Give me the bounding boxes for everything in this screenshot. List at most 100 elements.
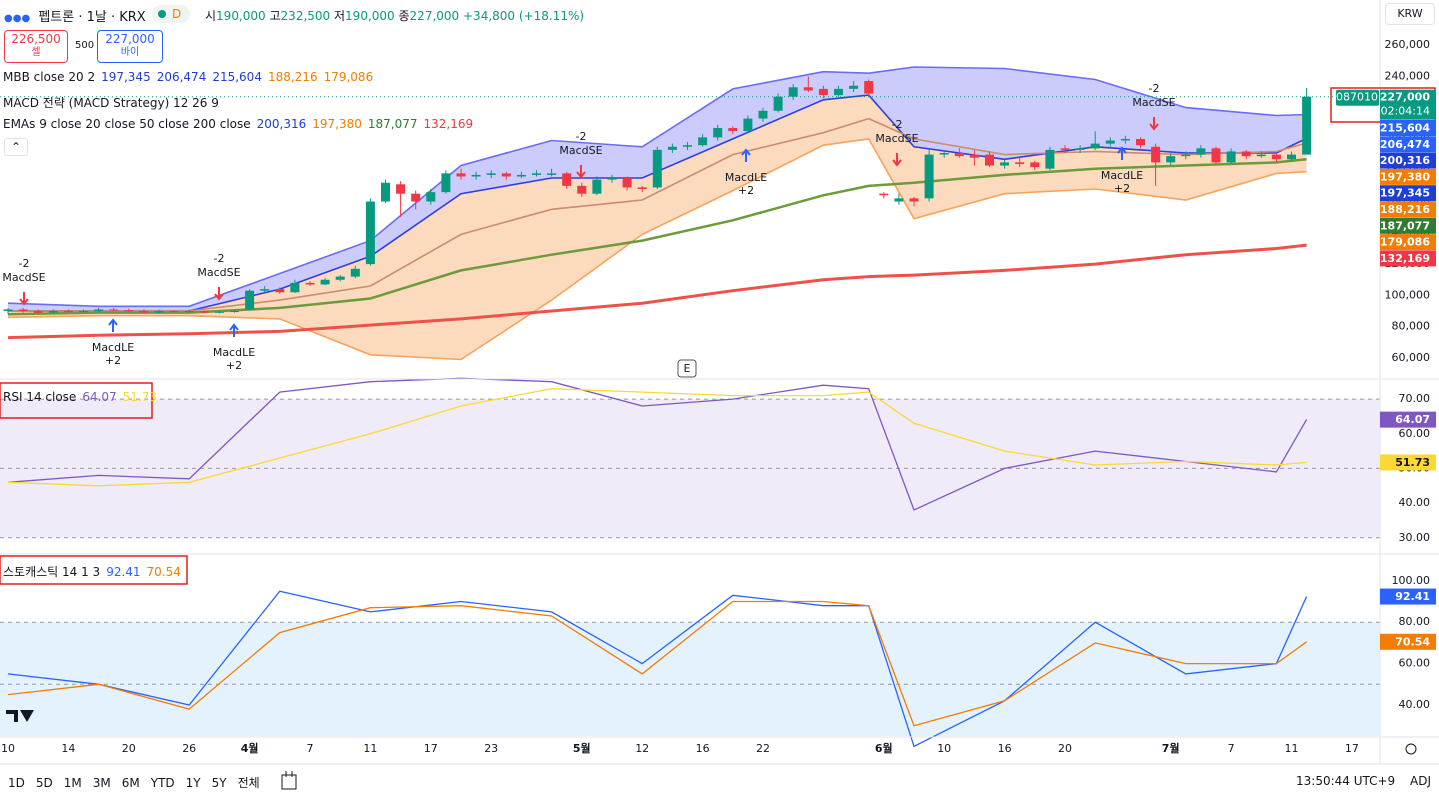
candle-body xyxy=(94,309,104,312)
candle-body xyxy=(969,154,979,158)
price-badge-label: 132,169 xyxy=(1380,252,1430,265)
price-badge xyxy=(1380,120,1436,136)
panes: -2MacdSEMacdLE+2-2MacdSEMacdLE+2-2MacdSE… xyxy=(0,66,1380,748)
y-tick-label: 60.00 xyxy=(1399,427,1431,440)
y-tick-label: 70.00 xyxy=(1399,392,1431,405)
signal-label: MacdSE xyxy=(875,132,918,145)
signal-label: MacdSE xyxy=(1132,96,1175,109)
candle-body xyxy=(3,309,13,312)
candle-body xyxy=(1060,148,1070,150)
legend-value: 51.73 xyxy=(122,390,158,404)
legend-value: 70.54 xyxy=(146,565,181,579)
range-button[interactable]: 5D xyxy=(35,776,53,790)
indicator-line xyxy=(7,243,1307,340)
range-button[interactable]: 5Y xyxy=(211,776,227,790)
candle-body xyxy=(169,311,179,313)
range-button[interactable]: 1Y xyxy=(185,776,201,790)
signal-qty: +2 xyxy=(226,359,242,372)
x-tick-label: 16 xyxy=(998,742,1012,755)
signal-label: MacdLE xyxy=(725,171,767,184)
last-code-badge xyxy=(1336,89,1379,106)
x-tick-label: 7 xyxy=(307,742,314,755)
candle-body xyxy=(758,110,768,119)
lower-band-fill xyxy=(8,95,1307,360)
legend-value: 92.41 xyxy=(106,565,141,579)
range-button[interactable]: 1D xyxy=(8,776,25,790)
candle-body xyxy=(743,118,753,132)
indicator-name: MACD 전략 (MACD Strategy) 12 26 9 xyxy=(3,95,219,110)
ohlc: 시190,000 고232,500 저190,000 종227,000 +34,… xyxy=(205,7,584,24)
y-tick-label: 40.00 xyxy=(1399,698,1431,711)
y-tick-label: 60,000 xyxy=(1392,351,1431,364)
candle-body xyxy=(290,282,300,293)
indicator-value: 197,345 xyxy=(101,70,151,84)
candle-body xyxy=(154,311,164,313)
adj-button[interactable]: ADJ xyxy=(1410,774,1431,788)
candle-body xyxy=(1151,146,1161,163)
candle-body xyxy=(33,311,43,313)
rsi-legend: RSI 14 close 64.07 51.73 xyxy=(3,390,157,404)
symbol-row: ●●● 펩트론 · 1날 · KRX xyxy=(4,6,146,25)
candle-body xyxy=(365,201,375,265)
symbol[interactable]: 펩트론 · 1날 · KRX xyxy=(38,10,146,25)
stoch-pane xyxy=(0,590,1380,748)
indicator-value: 179,086 xyxy=(323,70,374,84)
x-tick-label: 17 xyxy=(1345,742,1359,755)
open-label: 시 xyxy=(205,9,217,23)
indicator-line xyxy=(7,66,1307,308)
price-pane: -2MacdSEMacdLE+2-2MacdSEMacdLE+2-2MacdSE… xyxy=(0,66,1380,372)
sell-price[interactable]: 226,500 xyxy=(11,32,61,46)
sell-label[interactable]: 셀 xyxy=(31,47,41,58)
candle-body xyxy=(184,311,194,313)
value-badge xyxy=(1380,633,1436,650)
price-badge xyxy=(1380,185,1436,202)
low: 190,000 xyxy=(345,9,395,23)
candle-body xyxy=(532,173,541,175)
range-button[interactable]: 6M xyxy=(121,776,140,790)
range-button[interactable]: 3M xyxy=(92,776,111,790)
x-tick-label: 10 xyxy=(1,742,15,755)
signal-label: MacdSE xyxy=(197,266,240,279)
collapse-button[interactable]: ⌃ xyxy=(4,138,28,156)
data-badge: D xyxy=(172,7,182,21)
range-button[interactable]: YTD xyxy=(150,776,175,790)
sell-button[interactable]: 226,500 셀 xyxy=(4,30,68,63)
signal-arrow xyxy=(1117,146,1127,160)
range-button[interactable]: 1M xyxy=(63,776,82,790)
candle-body xyxy=(954,153,964,157)
indicator-name: EMAs 9 close 20 close 50 close 200 close xyxy=(3,117,251,131)
currency[interactable]: KRW xyxy=(1385,3,1435,25)
candle-body xyxy=(1226,151,1236,163)
value-badge-label: 64.07 xyxy=(1395,413,1430,426)
event-marker[interactable]: E xyxy=(684,362,691,375)
low-label: 저 xyxy=(334,9,346,23)
stoch-legend: 스토캐스틱 14 1 3 92.41 70.54 xyxy=(3,563,181,580)
candle-body xyxy=(939,153,949,155)
price-badge xyxy=(1380,201,1436,218)
candle-body xyxy=(48,311,58,313)
level-band xyxy=(0,622,1380,736)
candle-body xyxy=(1120,138,1130,141)
buy-label[interactable]: 바이 xyxy=(120,47,140,58)
status-badge: D xyxy=(152,5,190,23)
signal-qty: -2 xyxy=(1149,82,1160,95)
settings-icon[interactable] xyxy=(1405,743,1417,755)
rsi-values: 64.07 51.73 xyxy=(76,390,157,404)
range-button[interactable]: 전체 xyxy=(237,776,260,790)
last-price: 227,000 xyxy=(1380,91,1430,104)
indicator-value: 206,474 xyxy=(156,70,207,84)
candle-body xyxy=(924,154,934,199)
date-range-icon[interactable] xyxy=(281,771,297,790)
buy-button[interactable]: 227,000 바이 xyxy=(97,30,163,63)
event-box[interactable] xyxy=(677,359,697,378)
candle-body xyxy=(773,96,783,111)
buy-price[interactable]: 227,000 xyxy=(105,32,155,46)
candle-body xyxy=(18,309,28,312)
x-tick-label: 23 xyxy=(484,742,498,755)
candle-body xyxy=(622,178,632,188)
indicator-value: 188,216 xyxy=(267,70,318,84)
candle-body xyxy=(849,85,859,89)
x-tick-label: 20 xyxy=(1058,742,1072,755)
price-badge-label: 200,316 xyxy=(1380,154,1430,167)
candle-body xyxy=(607,178,617,180)
